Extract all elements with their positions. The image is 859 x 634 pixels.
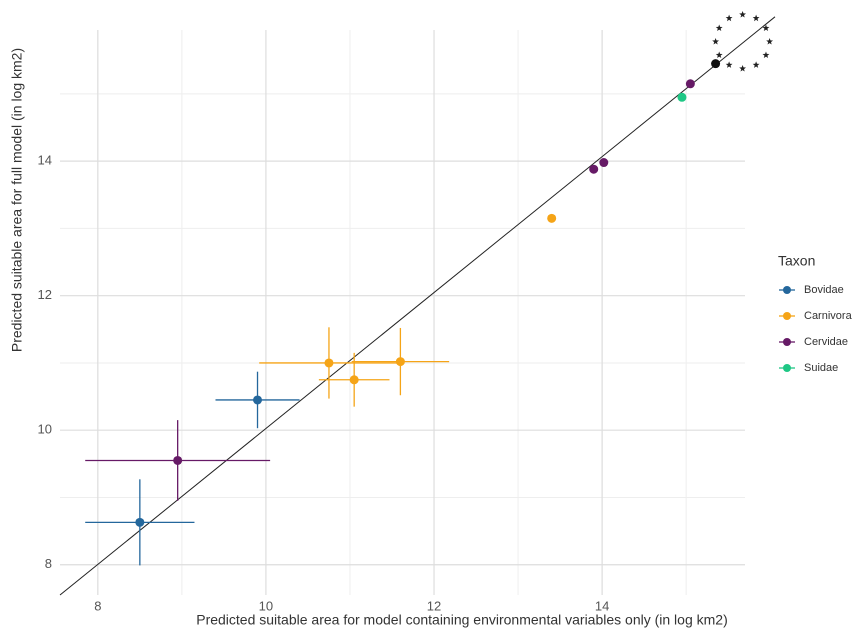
legend-title: Taxon: [778, 253, 815, 269]
legend-marker: [783, 338, 791, 346]
legend-label: Cervidae: [804, 336, 848, 348]
point: [253, 395, 263, 405]
star-icon: [752, 14, 760, 22]
x-tick-label: 14: [595, 598, 609, 613]
star-icon: [766, 38, 773, 45]
legend-marker: [783, 364, 791, 372]
star-icon: [725, 14, 733, 22]
star-icon: [752, 61, 760, 68]
legend-label: Suidae: [804, 362, 838, 374]
point: [173, 455, 183, 465]
star-icon: [715, 51, 723, 58]
y-axis-title: Predicted suitable area for full model (…: [9, 48, 25, 352]
x-axis-title: Predicted suitable area for model contai…: [196, 612, 728, 628]
star-icon: [739, 11, 746, 18]
star-icon: [715, 24, 723, 31]
plot-layer: [60, 30, 745, 595]
x-tick-label: 8: [94, 598, 101, 613]
point: [547, 213, 557, 223]
point: [324, 358, 334, 368]
star-icon: [712, 38, 719, 45]
point: [685, 79, 695, 89]
point: [599, 158, 609, 168]
y-tick-label: 14: [38, 153, 52, 168]
legend-marker: [783, 312, 791, 320]
legend-label: Carnivora: [804, 310, 853, 322]
identity-line: [59, 16, 776, 596]
y-tick-label: 8: [45, 556, 52, 571]
point: [349, 375, 359, 385]
point: [589, 164, 599, 174]
point: [395, 357, 405, 367]
point: [677, 92, 687, 102]
star-icon: [725, 61, 733, 68]
y-tick-label: 12: [38, 287, 52, 302]
y-tick-label: 10: [38, 422, 52, 437]
legend-label: Bovidae: [804, 284, 844, 296]
legend-marker: [783, 286, 791, 294]
star-icon: [762, 51, 770, 58]
point: [135, 517, 145, 527]
star-icon: [739, 65, 746, 72]
reference-point: [711, 59, 721, 69]
x-tick-label: 12: [427, 598, 441, 613]
x-tick-label: 10: [259, 598, 273, 613]
star-icon: [762, 24, 770, 31]
